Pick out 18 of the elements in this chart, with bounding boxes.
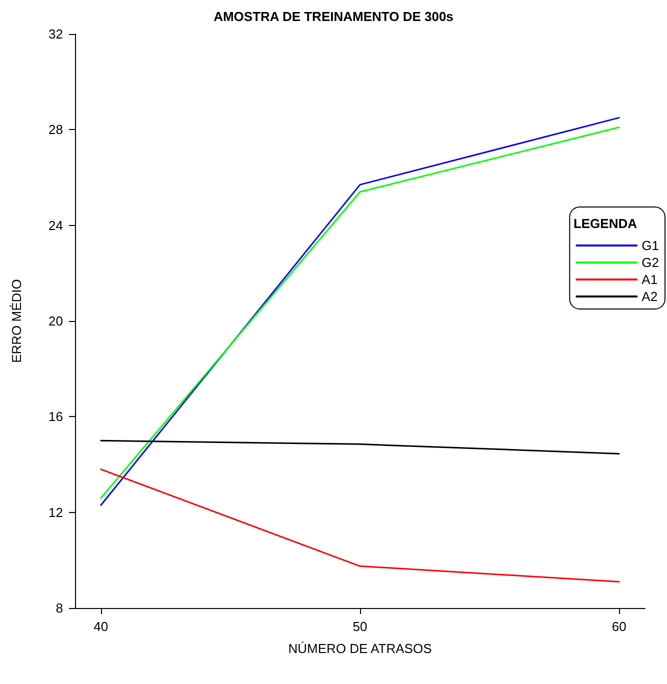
x-tick-label: 60 (612, 619, 626, 634)
legend-label: G2 (642, 255, 659, 270)
x-tick-label: 50 (352, 619, 368, 634)
legend-label: A1 (642, 272, 658, 287)
y-tick-label: 8 (56, 600, 63, 616)
y-tick-label: 20 (48, 314, 63, 328)
legend-label: G1 (642, 238, 659, 253)
legend-label: A2 (642, 289, 658, 304)
legend-title: LEGENDA (573, 216, 638, 231)
y-tick-label: 24 (48, 218, 63, 233)
y-axis-title: ERRO MÉDIO (9, 279, 24, 363)
y-tick-label: 32 (48, 26, 63, 42)
y-tick-label: 16 (48, 409, 63, 424)
y-tick-label: 28 (48, 122, 63, 138)
x-axis-title: NÚMERO DE ATRASOS (288, 641, 432, 656)
chart-title: AMOSTRA DE TREINAMENTO DE 300s (214, 9, 454, 24)
x-tick-label: 40 (94, 619, 108, 634)
y-tick-label: 12 (48, 504, 63, 520)
